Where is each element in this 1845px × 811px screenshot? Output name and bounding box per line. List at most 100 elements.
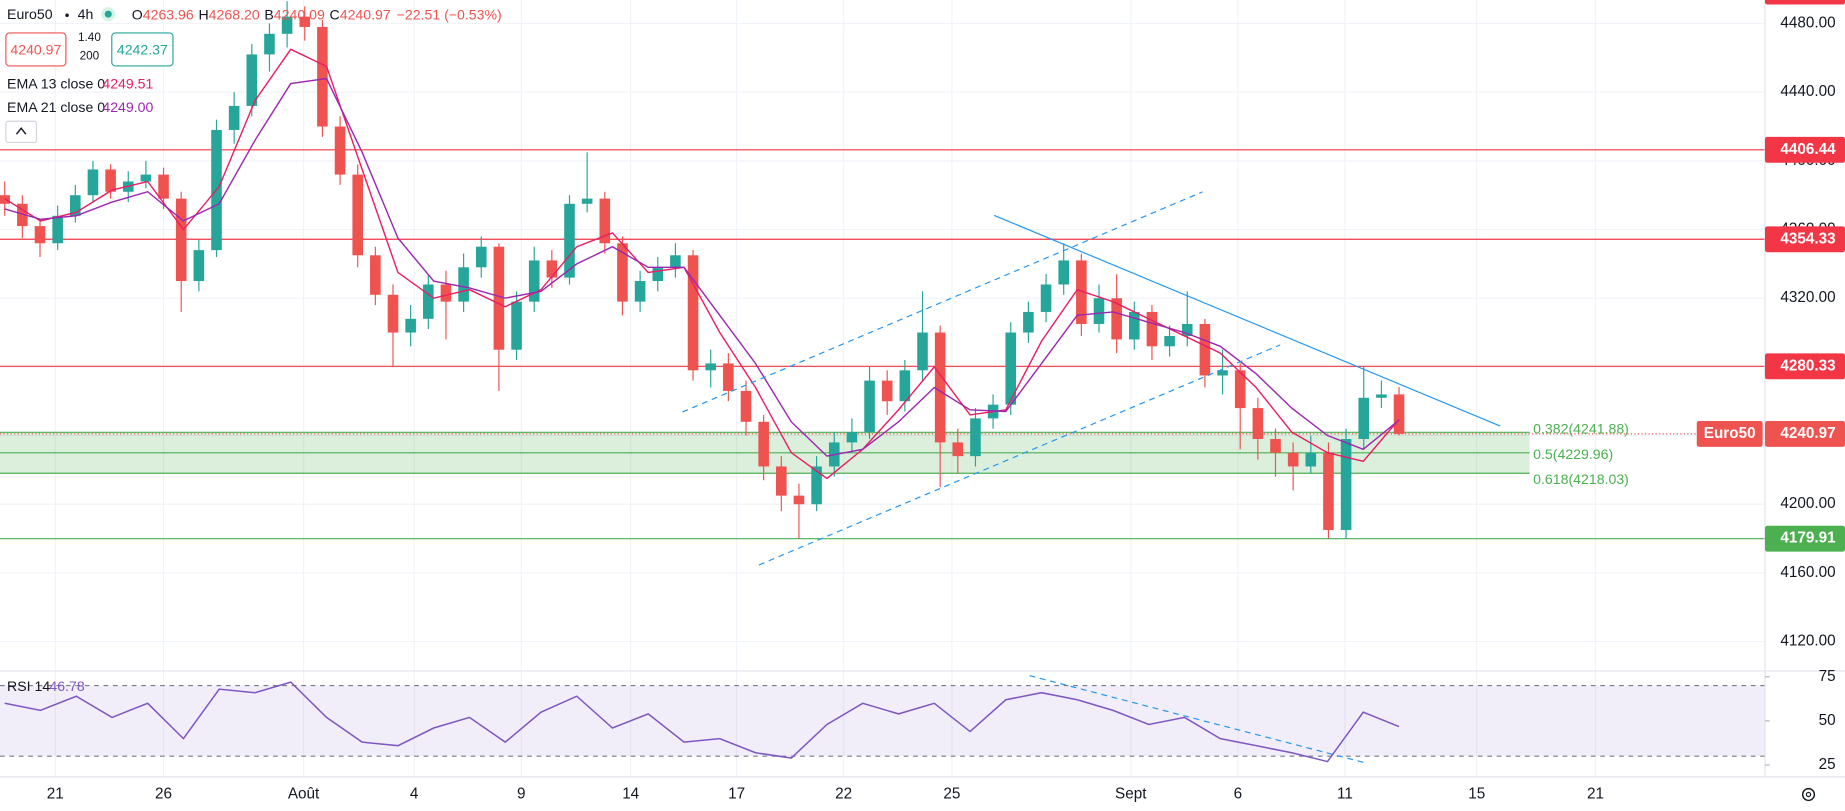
candle-body xyxy=(1323,452,1334,530)
candle-body xyxy=(705,363,716,371)
candle-body xyxy=(140,174,152,182)
candle-body xyxy=(1023,311,1034,333)
candle-body xyxy=(634,281,646,302)
fib-label: 0.382(4241.88) xyxy=(1533,421,1629,437)
rsi-legend-value: 46.78 xyxy=(49,678,84,694)
x-tick-label: 21 xyxy=(47,786,64,803)
candle-body xyxy=(299,16,311,27)
candle-body xyxy=(17,203,28,227)
spread: 1.40 xyxy=(78,31,101,44)
candle-body xyxy=(546,260,558,278)
candle-body xyxy=(1164,335,1175,347)
candle-body xyxy=(846,432,858,443)
rsi-tick-label: 75 xyxy=(1819,668,1836,685)
candle-body xyxy=(1340,438,1352,530)
level-tag-label: 4354.33 xyxy=(1780,230,1835,247)
ema-legend-value: 4249.00 xyxy=(102,99,153,115)
candle-body xyxy=(1217,370,1228,376)
candle-body xyxy=(652,267,664,282)
candle-body xyxy=(1199,323,1211,376)
x-tick-label: 25 xyxy=(943,786,960,803)
y-tick-label: 4200.00 xyxy=(1780,495,1835,512)
ask-box[interactable] xyxy=(111,32,174,67)
level-tag-label: 4179.91 xyxy=(1780,530,1836,547)
candle-body xyxy=(175,198,187,282)
candle-body xyxy=(1058,260,1069,285)
candle-body xyxy=(387,294,399,333)
x-tick-label: 21 xyxy=(1587,786,1604,803)
legend: Euro50 4h O4263.96 H4268.20 B4240.09 C4240.… xyxy=(5,6,502,694)
candle-body xyxy=(1093,298,1105,324)
candle-body xyxy=(317,26,328,127)
y-tick-label: 4320.00 xyxy=(1780,289,1835,306)
level-tag xyxy=(1764,353,1845,380)
candle-body xyxy=(352,174,363,256)
candle-body xyxy=(740,390,752,422)
candle-body xyxy=(564,203,575,278)
bid-price: 4240.97 xyxy=(10,41,61,57)
x-tick-label: 26 xyxy=(155,786,172,803)
ema-legend-name: EMA 13 close 0 xyxy=(7,75,105,91)
bid-box[interactable] xyxy=(5,32,67,67)
channel-lower xyxy=(758,344,1281,566)
rsi-tick-label: 50 xyxy=(1819,712,1836,729)
ema-line xyxy=(4,77,1400,457)
candle-body xyxy=(423,284,434,319)
level-tag-label: 4280.33 xyxy=(1780,357,1835,374)
candle-body xyxy=(1181,323,1193,336)
symbol: Euro50 xyxy=(7,6,53,22)
collapse-button[interactable] xyxy=(5,120,38,144)
x-tick-label: 17 xyxy=(728,786,745,803)
rsi-trend-line xyxy=(1029,675,1366,764)
candle-body xyxy=(1270,438,1281,453)
candle-body xyxy=(1076,260,1087,324)
ohlc-key: O xyxy=(132,6,143,22)
candle-body xyxy=(1358,397,1370,439)
candle-body xyxy=(581,198,593,204)
candle-body xyxy=(1376,394,1387,398)
candle-body xyxy=(758,421,769,467)
candle-body xyxy=(1146,311,1158,347)
candle-body xyxy=(193,250,205,282)
x-tick-label: 9 xyxy=(517,786,525,803)
ema-legend-name: EMA 21 close 0 xyxy=(7,99,105,115)
candle-body xyxy=(511,301,522,350)
candle-body xyxy=(281,16,293,34)
ohlc-key: B xyxy=(264,6,273,22)
candle-body xyxy=(493,246,505,350)
candle-body xyxy=(34,226,46,244)
ohlc-key: C xyxy=(330,6,340,22)
settings-button[interactable] xyxy=(1801,787,1816,802)
symbol-tag-label: Euro50 xyxy=(1704,425,1756,442)
candle-body xyxy=(1393,394,1405,434)
x-tick-label: 15 xyxy=(1468,786,1485,803)
ohlc-value: 4268.20 xyxy=(209,6,260,22)
status-dot xyxy=(104,10,112,18)
candle-body xyxy=(1129,311,1140,340)
last-price-label: 4240.97 xyxy=(1780,425,1835,442)
candle-body xyxy=(1040,284,1052,312)
rsi-band xyxy=(0,685,1765,757)
candle-body xyxy=(1005,332,1017,405)
rsi-line xyxy=(4,681,1400,763)
candle-body xyxy=(970,418,981,457)
x-tick-label: 14 xyxy=(622,786,639,803)
candle-body xyxy=(776,466,787,496)
x-tick-label: 22 xyxy=(835,786,852,803)
candle-body xyxy=(158,174,169,199)
y-tick-label: 4160.00 xyxy=(1780,564,1835,581)
candle-body xyxy=(370,255,381,295)
rsi-tick-label: 25 xyxy=(1819,756,1836,773)
candle-body xyxy=(528,260,540,302)
candle-body xyxy=(87,169,99,196)
candle-body xyxy=(723,363,734,391)
last-price-tag xyxy=(1764,420,1845,447)
level-tag xyxy=(1764,136,1845,163)
ohlc-legend: O4263.96 H4268.20 B4240.09 C4240.97 −22.51 (… xyxy=(132,6,502,22)
ohlc-key: H xyxy=(198,6,208,22)
candle-body xyxy=(1234,370,1246,409)
candle-body xyxy=(334,126,346,175)
candle-body xyxy=(1287,452,1299,467)
